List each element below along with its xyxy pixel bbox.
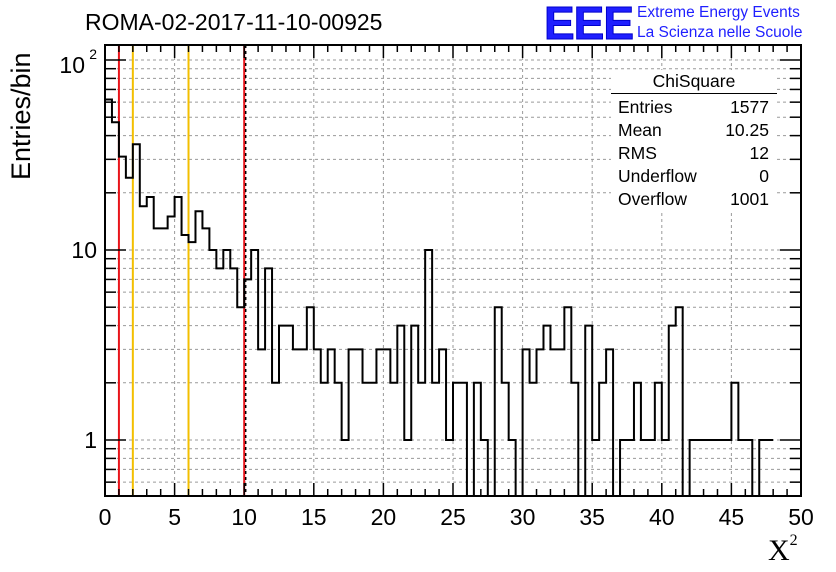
stats-label: RMS	[618, 143, 657, 163]
eee-logo: EEE	[543, 0, 634, 49]
stats-row-mean: Mean 10.25	[611, 119, 777, 142]
x-tick-label: 35	[579, 504, 605, 530]
x-axis-label: X2	[768, 532, 798, 568]
stats-value: 12	[749, 143, 769, 163]
stats-label: Underflow	[618, 166, 697, 186]
org-name-line2: La Scienza nelle Scuole	[637, 24, 803, 41]
axis-ticks	[104, 45, 802, 496]
stats-row-rms: RMS 12	[611, 142, 777, 165]
x-tick-label: 50	[788, 504, 814, 530]
x-tick-label: 10	[231, 504, 257, 530]
y-tick-label: 10	[59, 52, 85, 78]
x-tick-label: 30	[510, 504, 536, 530]
stats-label: Mean	[618, 120, 662, 140]
x-tick-label: 20	[371, 504, 397, 530]
stats-value: 0	[759, 166, 769, 186]
stats-box: ChiSquare Entries 1577 Mean 10.25 RMS 12…	[611, 70, 777, 211]
stats-value: 1001	[730, 189, 769, 209]
stats-value: 10.25	[725, 120, 769, 140]
reference-lines	[117, 45, 247, 496]
x-axis-label-exponent: 2	[789, 532, 798, 549]
x-axis-label-base: X	[768, 534, 790, 567]
x-tick-label: 25	[440, 504, 466, 530]
x-tick-label: 45	[719, 504, 745, 530]
x-tick-label: 0	[99, 504, 112, 530]
y-tick-label: 1	[84, 427, 97, 453]
org-name-line1: Extreme Energy Events	[637, 4, 800, 21]
x-tick-label: 5	[168, 504, 181, 530]
stats-label: Overflow	[618, 189, 688, 209]
stats-row-overflow: Overflow 1001	[611, 188, 777, 211]
stats-row-entries: Entries 1577	[611, 96, 777, 119]
x-tick-label: 40	[649, 504, 675, 530]
x-tick-label: 15	[301, 504, 327, 530]
y-axis-label: Entries/bin	[6, 52, 36, 180]
stats-label: Entries	[618, 97, 673, 117]
histogram-series	[105, 98, 774, 497]
run-title: ROMA-02-2017-11-10-00925	[85, 9, 383, 35]
grid-lines	[105, 45, 801, 496]
stats-value: 1577	[730, 97, 769, 117]
y-tick-label: 10	[71, 237, 97, 263]
stats-row-underflow: Underflow 0	[611, 165, 777, 188]
stats-title: ChiSquare	[611, 70, 777, 94]
y-tick-label-exponent: 2	[89, 46, 97, 62]
